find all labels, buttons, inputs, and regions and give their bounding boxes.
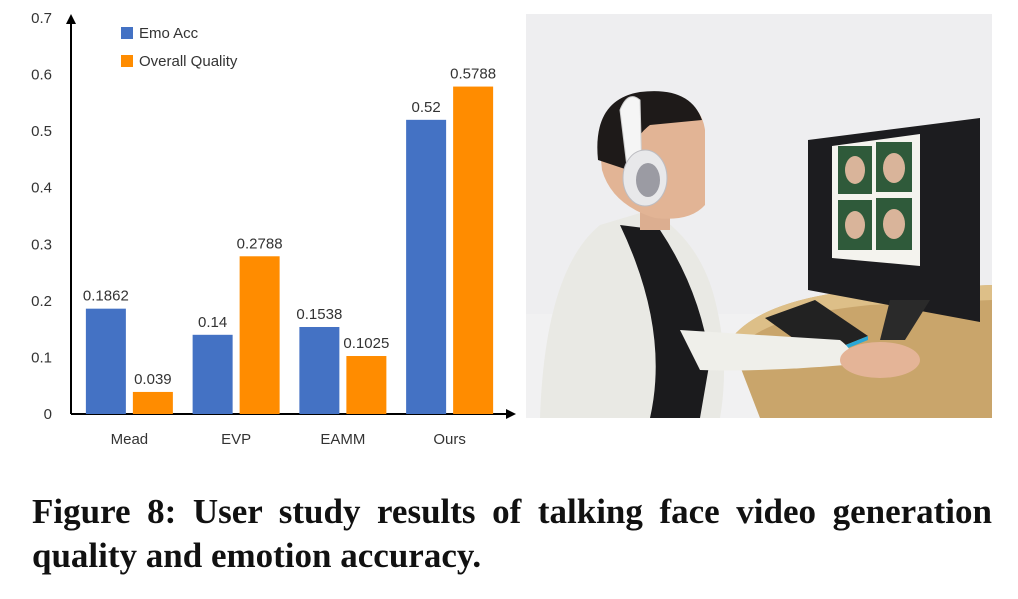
data-label: 0.1862	[83, 288, 129, 305]
y-tick-label: 0.5	[31, 123, 52, 140]
monitor	[808, 118, 980, 340]
data-label: 0.5788	[450, 66, 496, 83]
x-tick-label: EAMM	[320, 431, 365, 448]
y-tick-label: 0.3	[31, 236, 52, 253]
x-axis-arrow	[506, 409, 516, 419]
x-tick-label: Mead	[111, 431, 149, 448]
figure-caption: Figure 8: User study results of talking …	[32, 492, 992, 575]
y-tick-label: 0.2	[31, 293, 52, 310]
person	[540, 91, 920, 418]
data-label: 0.1538	[296, 306, 342, 323]
y-tick-label: 0.6	[31, 67, 52, 84]
y-tick-label: 0.7	[31, 10, 52, 27]
bar	[346, 356, 387, 414]
bar	[85, 308, 126, 414]
data-label: 0.52	[412, 99, 441, 116]
data-label: 0.1025	[343, 335, 389, 352]
bar	[453, 86, 494, 414]
bar	[239, 256, 280, 414]
y-tick-label: 0.4	[31, 180, 52, 197]
bar-chart: 0 0.1 0.2 0.3 0.4 0.5 0.6 0.7 0.1862 0.039 Mead 0.1…	[31, 10, 516, 448]
bar	[192, 334, 233, 414]
data-label: 0.039	[134, 371, 172, 388]
bar	[132, 391, 173, 414]
legend-swatch	[121, 55, 133, 67]
y-axis-arrow	[66, 14, 76, 24]
x-tick-label: Ours	[433, 431, 466, 448]
user-study-photo	[526, 14, 992, 418]
y-tick-label: 0.1	[31, 349, 52, 366]
bar	[299, 326, 340, 414]
legend-label: Emo Acc	[139, 25, 199, 42]
legend-swatch	[121, 27, 133, 39]
x-tick-label: EVP	[221, 431, 251, 448]
data-label: 0.2788	[237, 235, 283, 252]
bar	[406, 119, 447, 414]
data-label: 0.14	[198, 314, 227, 331]
y-tick-label: 0	[44, 406, 52, 423]
legend-label: Overall Quality	[139, 53, 238, 70]
